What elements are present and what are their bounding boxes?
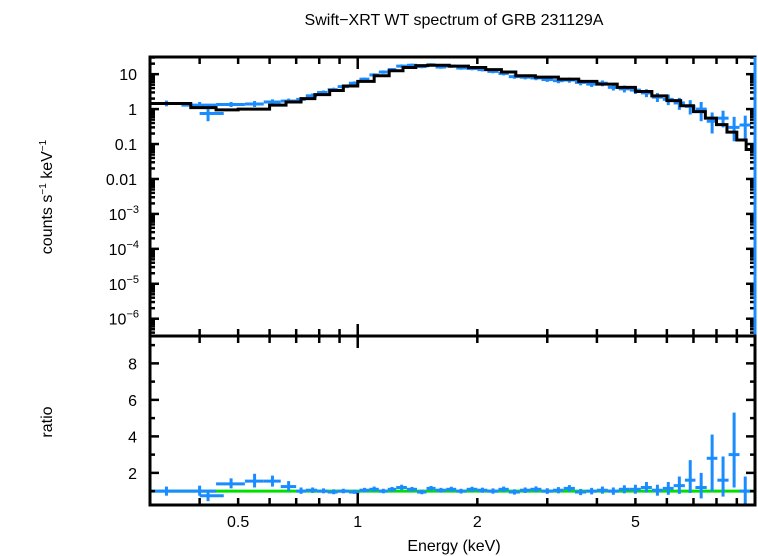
ratio-point (629, 484, 641, 494)
y-tick-label: 10 (119, 67, 137, 84)
data-point (216, 101, 245, 107)
y-tick-label: 10−5 (109, 274, 139, 294)
y-axis-label-counts: counts s−1 keV−1 (38, 139, 56, 254)
spectrum-panel: 10 1 0.1 0.01 10−3 10−4 10−5 10−6 counts s−1 ke… (38, 55, 757, 348)
ratio-point (477, 487, 488, 493)
data-point (651, 92, 663, 102)
y-tick-label: 10−4 (109, 239, 139, 259)
x-axis-label: Energy (keV) (407, 538, 500, 555)
ratio-point (508, 489, 520, 495)
ratio-point (563, 485, 575, 492)
data-point (199, 109, 224, 122)
ratio-point (396, 484, 407, 491)
x-tick-label: 5 (631, 514, 640, 531)
ratio-point (426, 486, 436, 491)
ratio-point (317, 488, 328, 494)
ratio-point (487, 488, 499, 494)
ratio-point (387, 486, 397, 492)
data-point (739, 115, 751, 142)
y-tick-label: 4 (128, 429, 137, 446)
ratio-point (348, 489, 360, 494)
ratio-point (607, 487, 619, 495)
ratio-point (150, 486, 182, 496)
ratio-frame (148, 334, 757, 507)
y-tick-label: 6 (128, 393, 137, 410)
ratio-point (417, 489, 427, 495)
y-axis-label-ratio: ratio (39, 406, 56, 437)
model-step-line (150, 63, 755, 151)
ratio-point (369, 486, 379, 492)
ratio-point (574, 488, 587, 496)
ratio-point (717, 456, 729, 497)
ratio-point (640, 482, 652, 493)
ratio-point (466, 486, 478, 492)
data-point (378, 70, 388, 74)
ratio-point (684, 460, 696, 493)
ratio-point (662, 482, 674, 495)
spectrum-model-series (150, 63, 755, 151)
ratio-point (673, 476, 685, 494)
ratio-point (378, 488, 388, 494)
ratio-point (181, 485, 217, 496)
ratio-point (359, 487, 370, 493)
ratio-point (519, 487, 531, 493)
y-tick-label: 2 (128, 466, 137, 483)
ratio-axes: 2 4 6 8 0.5 1 2 5 (128, 334, 757, 531)
ratio-point (216, 478, 245, 489)
ratio-point (305, 487, 318, 493)
ratio-point (456, 488, 467, 494)
x-tick-label: 0.5 (227, 514, 249, 531)
ratio-point (498, 486, 509, 493)
ratio-point (280, 481, 297, 492)
x-tick-label: 2 (473, 514, 482, 531)
data-point (728, 116, 740, 142)
y-tick-label: 8 (128, 356, 137, 373)
ratio-point (244, 473, 264, 488)
y-tick-label: 10−6 (109, 309, 139, 329)
data-point (244, 101, 264, 107)
ratio-point (406, 486, 418, 492)
ratio-point (596, 486, 608, 494)
y-tick-label: 1 (128, 102, 137, 119)
ratio-point (651, 484, 663, 496)
ratio-point (327, 489, 338, 495)
spectrum-data-series (150, 63, 751, 142)
ratio-point (618, 485, 630, 494)
ratio-point (552, 487, 564, 494)
ratio-point (739, 476, 751, 504)
y-tick-label: 0.01 (106, 172, 137, 189)
chart-title: Swift−XRT WT spectrum of GRB 231129A (305, 12, 604, 29)
ratio-point (296, 487, 306, 494)
ratio-point (586, 487, 597, 495)
ratio-point (337, 488, 349, 494)
x-tick-label: 1 (353, 514, 362, 531)
ratio-data-series (150, 57, 757, 505)
ratio-point (446, 486, 457, 492)
ratio-point (199, 490, 224, 502)
ratio-point (435, 487, 447, 493)
ratio-point (728, 412, 740, 488)
ratio-point (695, 472, 707, 499)
ratio-point (706, 434, 718, 492)
ratio-point (541, 488, 553, 494)
y-tick-label: 0.1 (115, 137, 137, 154)
ratio-point (530, 486, 542, 493)
ratio-panel: 2 4 6 8 0.5 1 2 5 ratio Energy (keV) (39, 57, 757, 555)
ratio-point (263, 475, 281, 487)
y-tick-label: 10−3 (109, 204, 139, 224)
